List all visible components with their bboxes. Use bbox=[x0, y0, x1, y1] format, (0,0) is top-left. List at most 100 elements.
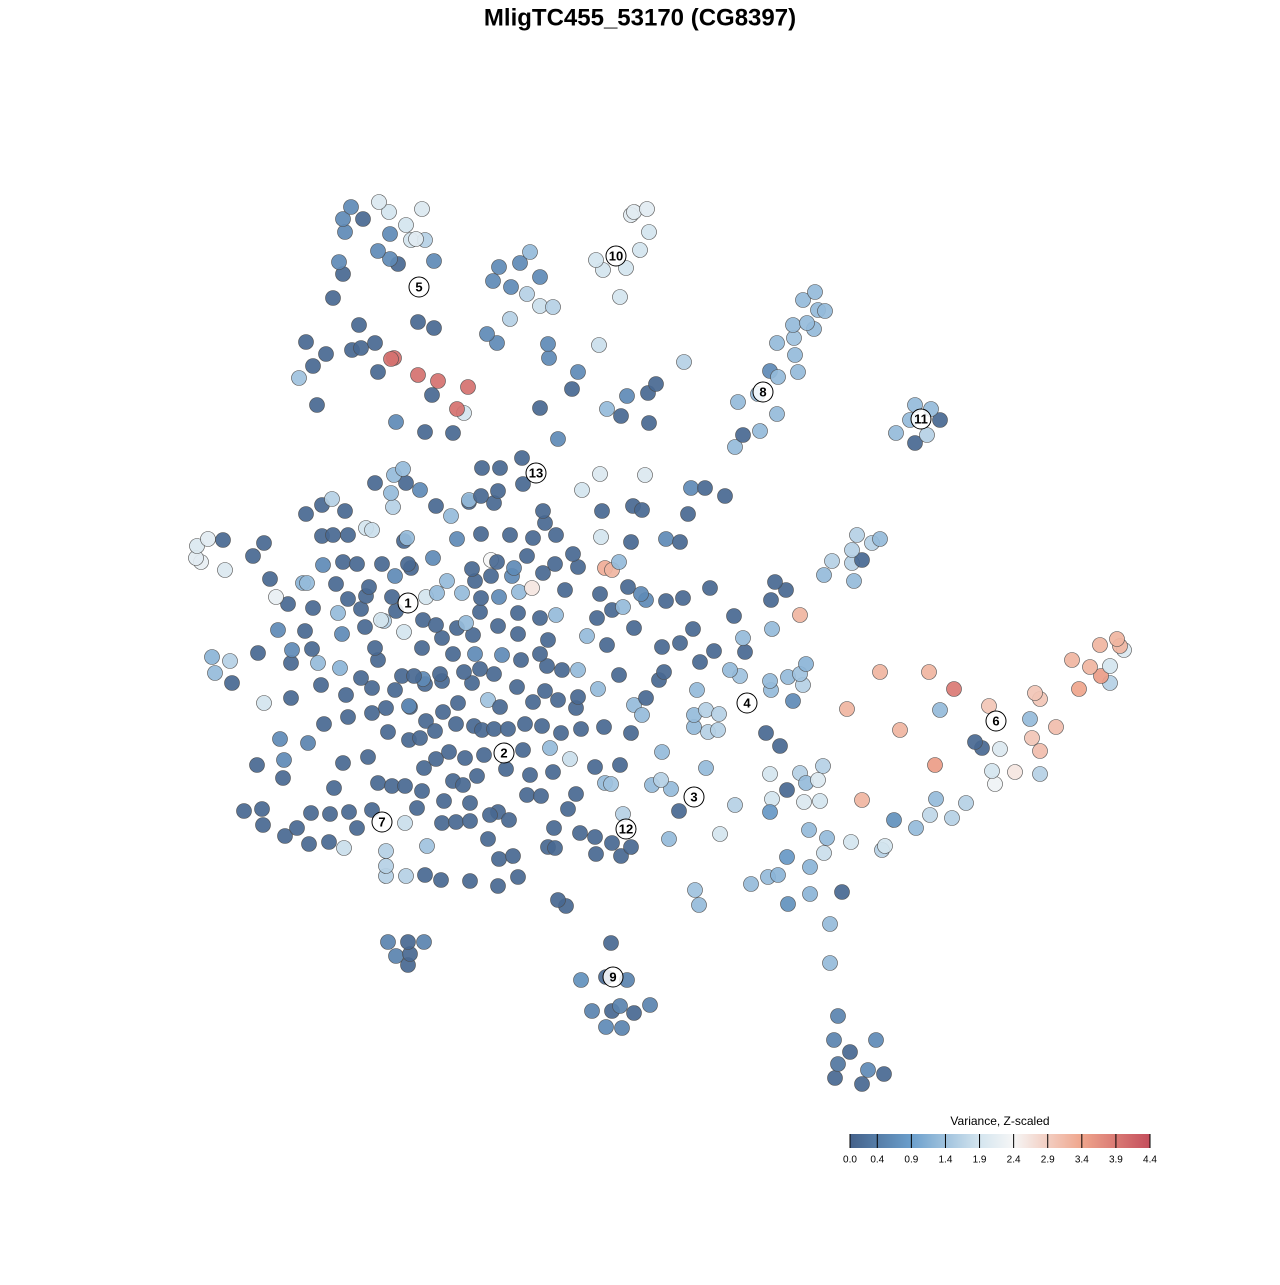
point bbox=[588, 252, 604, 268]
point bbox=[587, 829, 603, 845]
cluster-label-circle bbox=[371, 811, 393, 833]
point bbox=[272, 731, 288, 747]
point bbox=[612, 289, 628, 305]
point bbox=[326, 780, 342, 796]
point bbox=[587, 759, 603, 775]
point bbox=[564, 381, 580, 397]
point bbox=[839, 701, 855, 717]
point bbox=[479, 326, 495, 342]
point bbox=[524, 580, 540, 596]
point bbox=[364, 705, 380, 721]
point bbox=[256, 535, 272, 551]
cluster-label-circle bbox=[736, 692, 758, 714]
point bbox=[634, 502, 650, 518]
point bbox=[462, 813, 478, 829]
point bbox=[722, 662, 738, 678]
point bbox=[476, 747, 492, 763]
point bbox=[401, 698, 417, 714]
point bbox=[642, 997, 658, 1013]
point bbox=[921, 664, 937, 680]
colorbar-tick-label: 0.0 bbox=[843, 1155, 857, 1166]
point bbox=[355, 211, 371, 227]
point bbox=[799, 315, 815, 331]
point bbox=[877, 838, 893, 854]
point bbox=[892, 722, 908, 738]
point bbox=[927, 757, 943, 773]
point bbox=[373, 612, 389, 628]
point bbox=[310, 655, 326, 671]
point bbox=[335, 755, 351, 771]
cluster-label-circle bbox=[683, 786, 705, 808]
point bbox=[215, 532, 231, 548]
point bbox=[772, 738, 788, 754]
point bbox=[779, 782, 795, 798]
point bbox=[408, 231, 424, 247]
point bbox=[321, 834, 337, 850]
cluster-label-text: 3 bbox=[690, 789, 697, 804]
point bbox=[490, 878, 506, 894]
point bbox=[485, 273, 501, 289]
point bbox=[409, 800, 425, 816]
point bbox=[854, 552, 870, 568]
point bbox=[967, 734, 983, 750]
point bbox=[599, 637, 615, 653]
point bbox=[842, 1044, 858, 1060]
point bbox=[283, 655, 299, 671]
point bbox=[764, 621, 780, 637]
cluster-label-text: 7 bbox=[378, 814, 385, 829]
point bbox=[410, 314, 426, 330]
point bbox=[450, 695, 466, 711]
point bbox=[545, 299, 561, 315]
point bbox=[770, 867, 786, 883]
point bbox=[472, 661, 488, 677]
cluster-label-text: 5 bbox=[415, 279, 422, 294]
point bbox=[439, 573, 455, 589]
point bbox=[473, 526, 489, 542]
point bbox=[584, 1003, 600, 1019]
point bbox=[491, 589, 507, 605]
point bbox=[464, 675, 480, 691]
point bbox=[706, 643, 722, 659]
point bbox=[456, 664, 472, 680]
point bbox=[1027, 685, 1043, 701]
colorbar-title: Variance, Z-scaled bbox=[950, 1114, 1049, 1128]
point bbox=[417, 867, 433, 883]
point bbox=[360, 749, 376, 765]
point bbox=[815, 758, 831, 774]
point bbox=[428, 751, 444, 767]
point bbox=[397, 778, 413, 794]
cluster-label: 13 bbox=[525, 462, 547, 484]
point bbox=[592, 586, 608, 602]
cluster-label-text: 4 bbox=[743, 695, 751, 710]
point bbox=[510, 605, 526, 621]
point bbox=[380, 724, 396, 740]
point bbox=[250, 645, 266, 661]
point bbox=[648, 376, 664, 392]
point bbox=[305, 358, 321, 374]
point bbox=[424, 387, 440, 403]
point bbox=[501, 812, 517, 828]
point bbox=[868, 1032, 884, 1048]
colorbar-tick-label: 2.4 bbox=[1007, 1155, 1021, 1166]
point bbox=[579, 628, 595, 644]
point bbox=[570, 662, 586, 678]
point bbox=[380, 934, 396, 950]
cluster-label: 3 bbox=[683, 786, 705, 808]
point bbox=[574, 482, 590, 498]
point bbox=[770, 369, 786, 385]
point bbox=[340, 709, 356, 725]
point bbox=[382, 226, 398, 242]
point bbox=[570, 689, 586, 705]
point bbox=[417, 424, 433, 440]
point bbox=[830, 1056, 846, 1072]
point bbox=[762, 766, 778, 782]
point bbox=[735, 630, 751, 646]
point bbox=[313, 677, 329, 693]
cluster-label-text: 9 bbox=[609, 969, 616, 984]
point bbox=[545, 764, 561, 780]
point bbox=[547, 556, 563, 572]
point bbox=[663, 781, 679, 797]
point bbox=[349, 820, 365, 836]
point bbox=[612, 757, 628, 773]
point bbox=[473, 488, 489, 504]
